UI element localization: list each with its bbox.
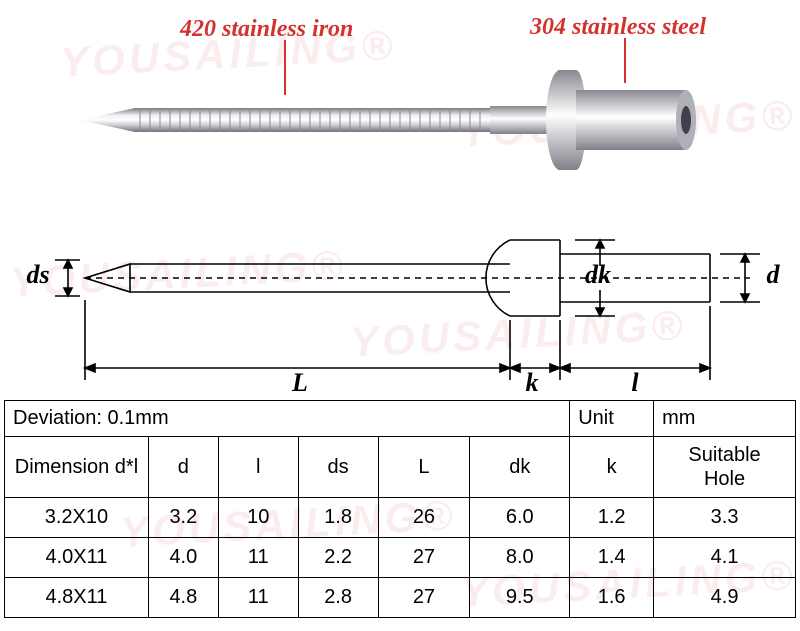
cell-L: 26 bbox=[378, 498, 470, 538]
col-header: L bbox=[378, 437, 470, 498]
cell-d: 3.2 bbox=[148, 498, 218, 538]
col-header: d bbox=[148, 437, 218, 498]
cell-dim: 4.0X11 bbox=[5, 538, 149, 578]
cell-dk: 6.0 bbox=[470, 498, 570, 538]
dim-label-l: l bbox=[620, 368, 650, 398]
table-row-header: Dimension d*l d l ds L dk k SuitableHole bbox=[5, 437, 796, 498]
cell-dim: 4.8X11 bbox=[5, 578, 149, 618]
dim-label-k: k bbox=[517, 368, 547, 398]
cell-hole: 3.3 bbox=[654, 498, 796, 538]
col-header: SuitableHole bbox=[654, 437, 796, 498]
cell-dim: 3.2X10 bbox=[5, 498, 149, 538]
cell-dk: 8.0 bbox=[470, 538, 570, 578]
col-header: l bbox=[218, 437, 298, 498]
dimension-diagram-panel: ds L k l dk d bbox=[0, 210, 800, 400]
table-row-deviation: Deviation: 0.1mm Unit mm bbox=[5, 401, 796, 437]
cell-ds: 2.2 bbox=[298, 538, 378, 578]
cell-d: 4.8 bbox=[148, 578, 218, 618]
dim-label-dk: dk bbox=[578, 260, 618, 290]
cell-l: 10 bbox=[218, 498, 298, 538]
unit-value-cell: mm bbox=[654, 401, 796, 437]
table-row: 3.2X10 3.2 10 1.8 26 6.0 1.2 3.3 bbox=[5, 498, 796, 538]
dim-label-d: d bbox=[758, 260, 788, 290]
cell-k: 1.4 bbox=[570, 538, 654, 578]
cell-dk: 9.5 bbox=[470, 578, 570, 618]
callout-line-right bbox=[610, 38, 640, 88]
col-header: k bbox=[570, 437, 654, 498]
col-header: ds bbox=[298, 437, 378, 498]
spec-table: Deviation: 0.1mm Unit mm Dimension d*l d… bbox=[4, 400, 796, 618]
cell-L: 27 bbox=[378, 578, 470, 618]
callout-body-material: 304 stainless steel bbox=[530, 14, 706, 41]
cell-ds: 2.8 bbox=[298, 578, 378, 618]
callout-mandrel-material: 420 stainless iron bbox=[180, 16, 353, 43]
cell-hole: 4.1 bbox=[654, 538, 796, 578]
cell-L: 27 bbox=[378, 538, 470, 578]
dim-label-ds: ds bbox=[18, 260, 58, 290]
col-header: Dimension d*l bbox=[5, 437, 149, 498]
dim-label-L: L bbox=[280, 368, 320, 398]
cell-ds: 1.8 bbox=[298, 498, 378, 538]
unit-label-cell: Unit bbox=[570, 401, 654, 437]
cell-k: 1.2 bbox=[570, 498, 654, 538]
cell-d: 4.0 bbox=[148, 538, 218, 578]
col-header-text: Dimension d*l bbox=[15, 455, 138, 479]
product-photo-panel: 420 stainless iron 304 stainless steel bbox=[0, 0, 800, 210]
cell-hole: 4.9 bbox=[654, 578, 796, 618]
callout-line-left bbox=[270, 40, 300, 100]
table-row: 4.0X11 4.0 11 2.2 27 8.0 1.4 4.1 bbox=[5, 538, 796, 578]
deviation-cell: Deviation: 0.1mm bbox=[5, 401, 570, 437]
table-row: 4.8X11 4.8 11 2.8 27 9.5 1.6 4.9 bbox=[5, 578, 796, 618]
dimension-diagram-svg bbox=[0, 210, 800, 400]
col-header-text: SuitableHole bbox=[688, 443, 760, 491]
col-header: dk bbox=[470, 437, 570, 498]
cell-l: 11 bbox=[218, 538, 298, 578]
cell-l: 11 bbox=[218, 578, 298, 618]
cell-k: 1.6 bbox=[570, 578, 654, 618]
